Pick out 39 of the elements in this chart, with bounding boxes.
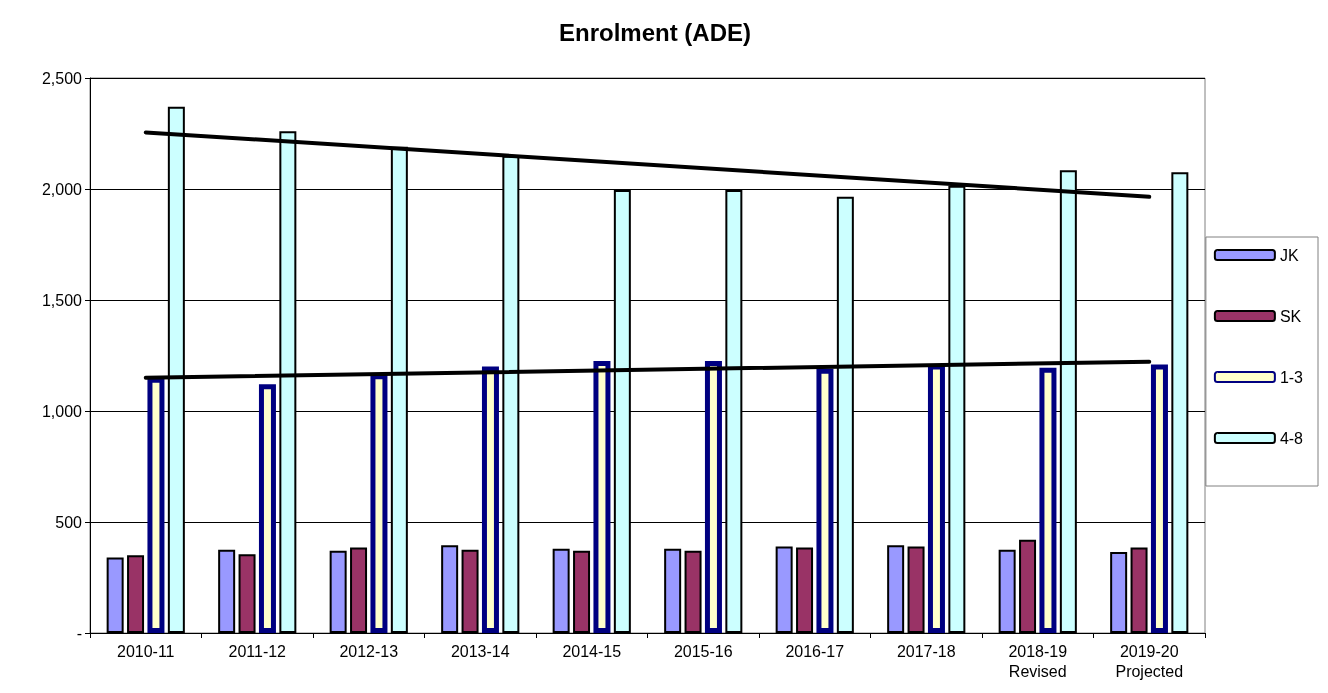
bar [573, 550, 591, 633]
bar [441, 545, 459, 633]
x-tick-label: 2014-15 [562, 642, 622, 660]
bar [796, 547, 814, 633]
bar [775, 546, 793, 633]
legend-label: 4-8 [1279, 429, 1304, 447]
bar [218, 549, 236, 633]
y-tick-label: 1,500 [41, 291, 83, 309]
bar [887, 545, 905, 633]
y-tick-label: 1,000 [41, 402, 83, 420]
legend-label: 1-3 [1279, 368, 1304, 386]
bar [1130, 547, 1148, 633]
y-tick-label: 500 [55, 513, 83, 531]
x-tick-label: 2019-20 Projected [1115, 642, 1184, 680]
y-tick-label: 2,500 [41, 69, 83, 87]
x-tick-label: 2011-12 [228, 642, 287, 660]
x-tick-label: 2016-17 [785, 642, 845, 660]
bar [461, 549, 479, 633]
x-tick-label: 2010-11 [116, 642, 175, 660]
bar [684, 550, 702, 633]
bar [106, 557, 124, 633]
bar [907, 546, 925, 633]
x-tick-label: 2017-18 [896, 642, 956, 660]
bar [238, 554, 256, 633]
y-tick-label: 2,000 [41, 180, 83, 198]
x-tick-label: 2013-14 [450, 642, 510, 660]
bar [1110, 551, 1128, 633]
x-tick-label: 2015-16 [673, 642, 733, 660]
legend-label: SK [1279, 307, 1302, 325]
legend-label: JK [1279, 246, 1299, 264]
bar [329, 550, 347, 633]
bar [127, 555, 145, 633]
x-tick-label: 2012-13 [339, 642, 399, 660]
x-tick-label: 2018-19 Revised [1008, 642, 1068, 680]
y-tick-label: - [76, 624, 82, 642]
bar [552, 548, 570, 633]
bar [664, 548, 682, 633]
chart-title: Enrolment (ADE) [559, 18, 751, 46]
bar [998, 549, 1016, 633]
